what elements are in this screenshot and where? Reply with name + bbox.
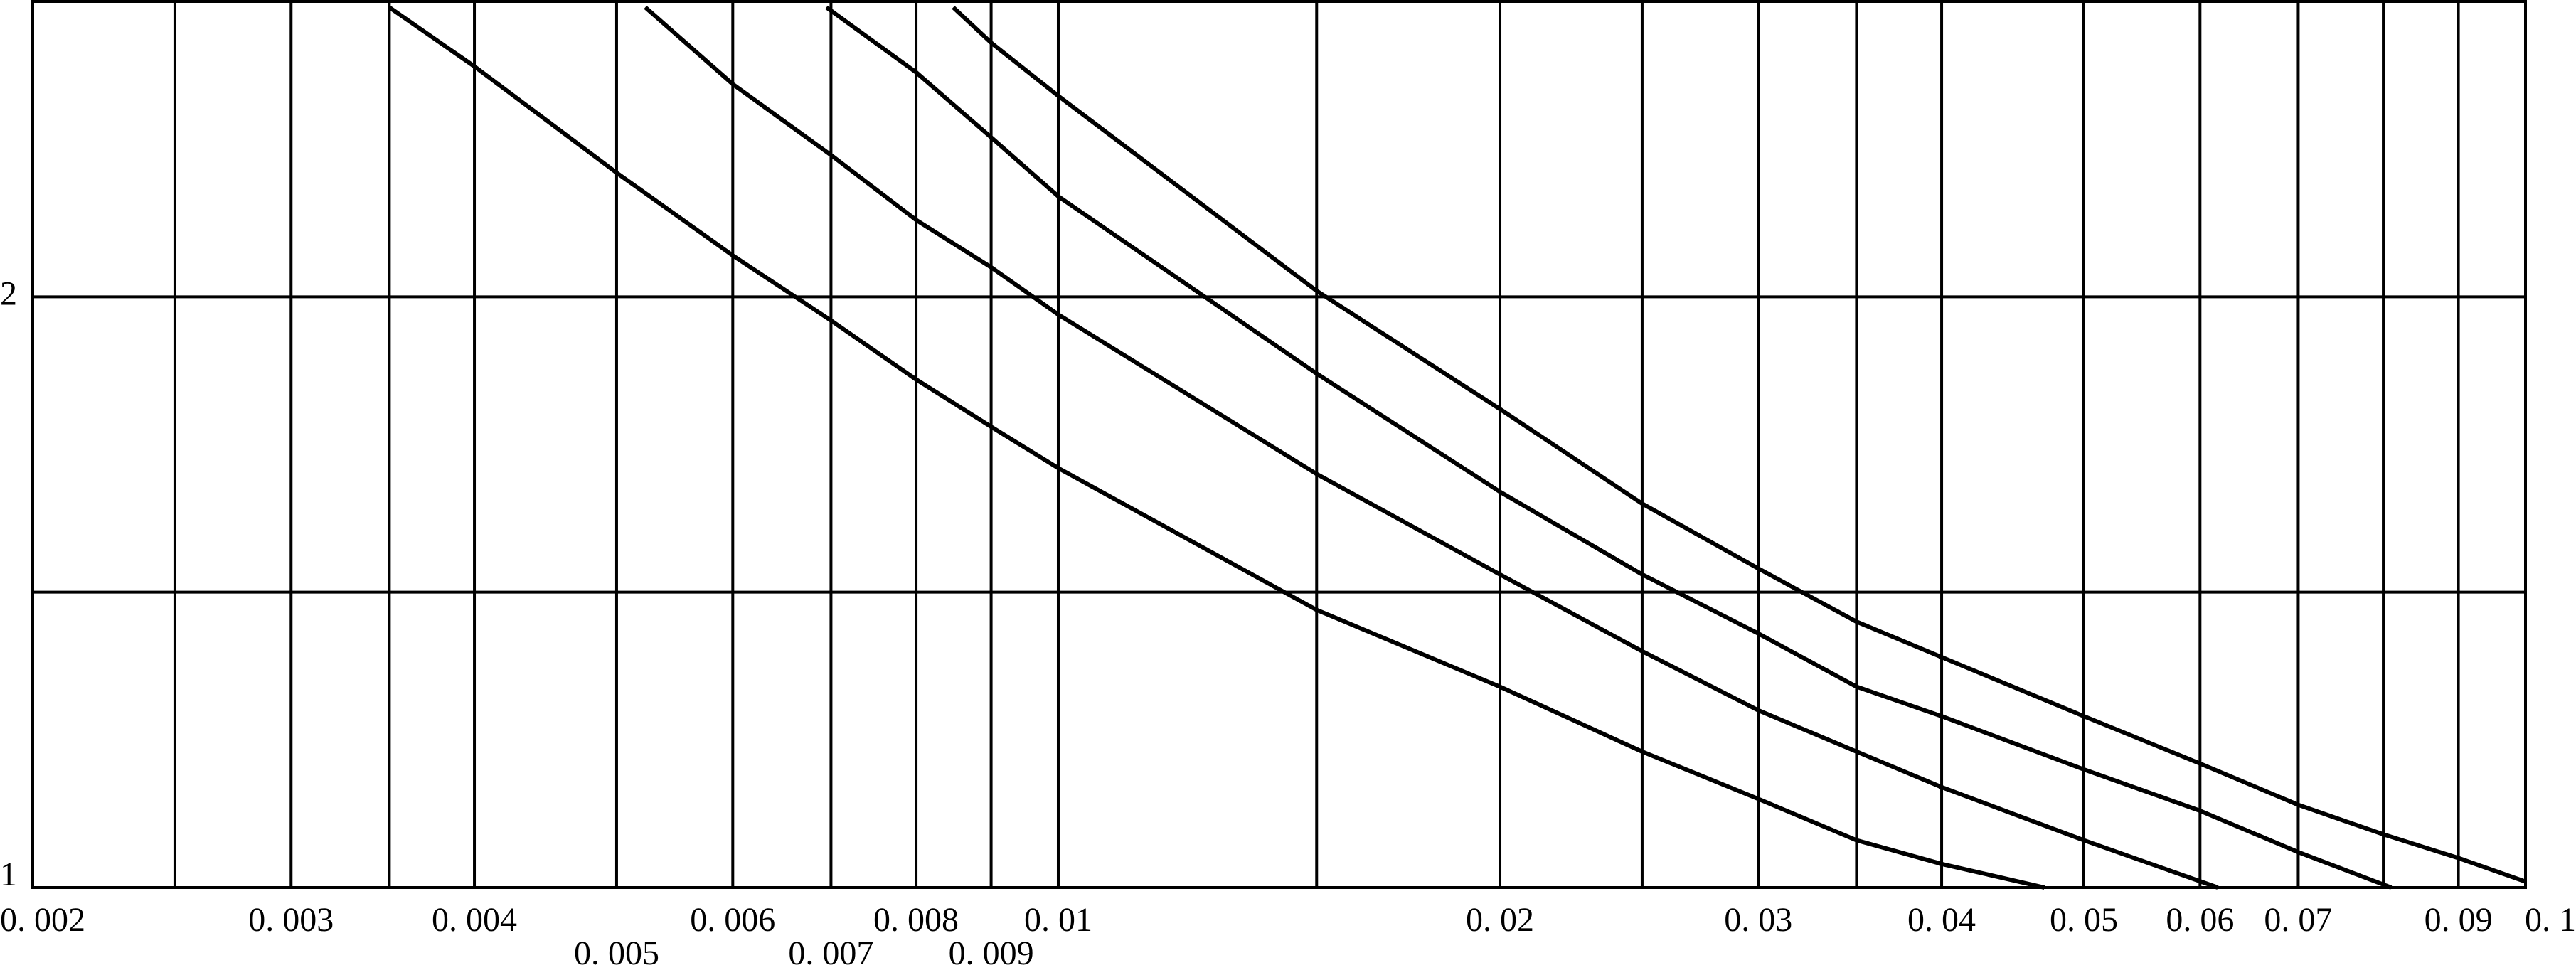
x-tick-label: 0. 004 bbox=[432, 901, 517, 939]
y-tick-label: 2 bbox=[0, 275, 17, 312]
x-tick-label: 0. 002 bbox=[0, 901, 85, 939]
x-tick-label: 0. 04 bbox=[1907, 901, 1976, 939]
x-tick-label: 0. 007 bbox=[788, 934, 873, 972]
curve bbox=[825, 5, 2393, 890]
x-tick-label: 0. 003 bbox=[248, 901, 334, 939]
x-tick-label: 0. 1 bbox=[2525, 901, 2576, 939]
plot-frame bbox=[31, 0, 2527, 889]
x-tick-label: 0. 01 bbox=[1024, 901, 1092, 939]
x-tick-label: 0. 05 bbox=[2050, 901, 2118, 939]
x-tick-label: 0. 006 bbox=[690, 901, 775, 939]
x-tick-label: 0. 005 bbox=[574, 934, 659, 972]
x-tick-label: 0. 02 bbox=[1466, 901, 1534, 939]
y-tick-label: 1 bbox=[0, 856, 17, 893]
curve bbox=[952, 6, 2526, 884]
x-tick-label: 0. 03 bbox=[1724, 901, 1792, 939]
x-tick-label: 0. 06 bbox=[2166, 901, 2234, 939]
curve bbox=[388, 5, 2045, 890]
curve bbox=[644, 6, 2219, 890]
x-tick-label: 0. 008 bbox=[873, 901, 959, 939]
x-tick-label: 0. 09 bbox=[2425, 901, 2493, 939]
x-tick-label: 0. 07 bbox=[2264, 901, 2332, 939]
x-tick-label: 0. 009 bbox=[949, 934, 1034, 972]
